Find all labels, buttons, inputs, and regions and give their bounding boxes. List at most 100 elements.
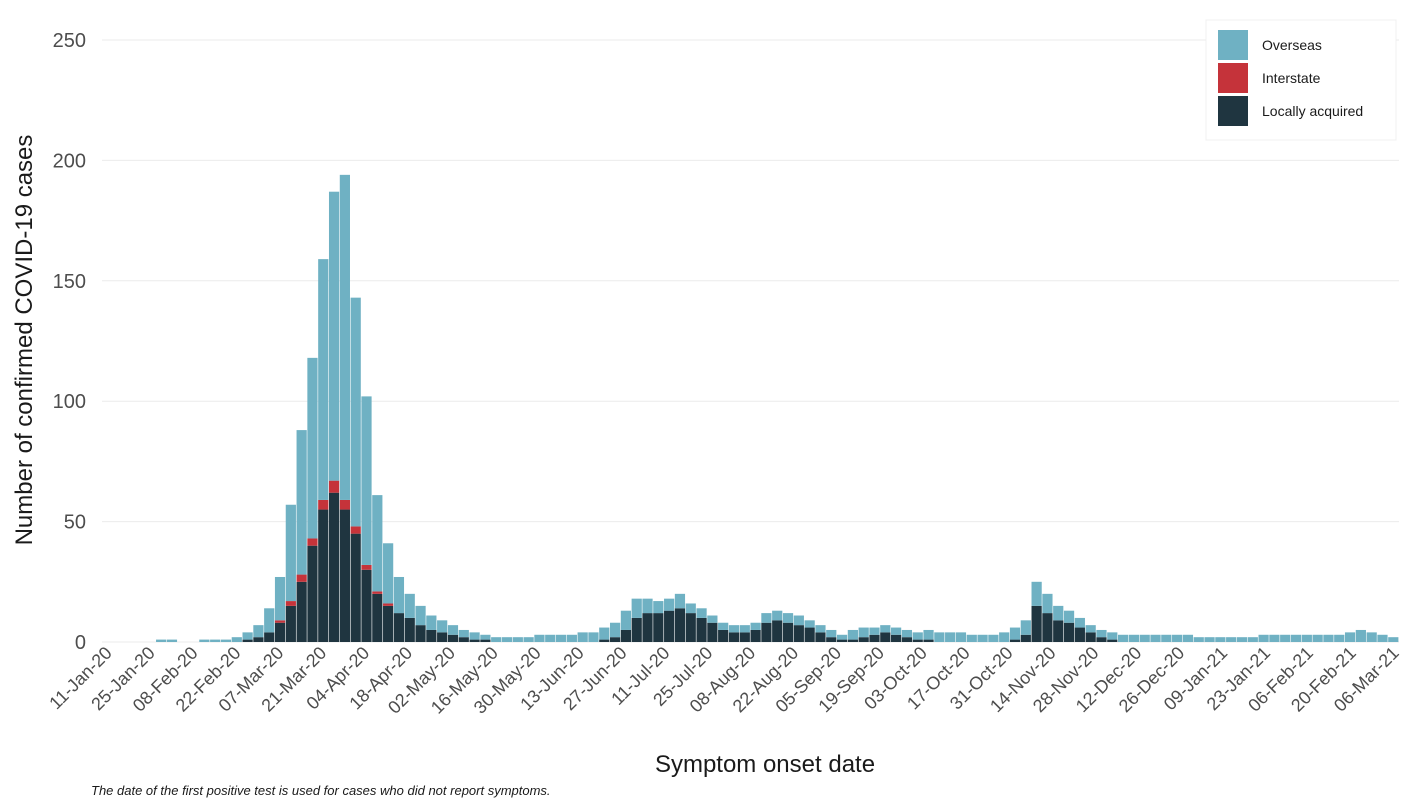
bar-overseas (415, 605, 426, 626)
bar-overseas (782, 613, 794, 623)
bar-overseas (296, 430, 307, 575)
bar-overseas (274, 576, 286, 621)
bar-overseas (1334, 634, 1345, 642)
bar-locally-acquired (339, 509, 350, 642)
bar-locally-acquired (609, 637, 621, 642)
bar-overseas (664, 598, 675, 611)
bar-overseas (447, 625, 459, 635)
bar-locally-acquired (1031, 605, 1042, 642)
bar-overseas (1344, 632, 1356, 642)
bar-interstate (328, 480, 340, 493)
bar-overseas (264, 608, 275, 633)
bar-locally-acquired (1053, 620, 1064, 642)
bar-overseas (501, 637, 513, 642)
bar-locally-acquired (437, 632, 448, 642)
bar-locally-acquired (415, 625, 426, 642)
bar-overseas (1323, 634, 1334, 642)
bar-overseas (685, 603, 696, 614)
bar-overseas (199, 639, 210, 642)
bar-overseas (1215, 637, 1226, 642)
bar-locally-acquired (361, 569, 372, 642)
bar-overseas (566, 634, 577, 642)
y-tick-label: 150 (53, 271, 86, 293)
bar-overseas (631, 598, 642, 618)
bar-locally-acquired (793, 625, 804, 642)
bar-locally-acquired (296, 581, 307, 642)
bar-locally-acquired (328, 492, 340, 642)
bar-overseas (383, 543, 394, 604)
bar-locally-acquired (923, 639, 934, 642)
bar-overseas (880, 625, 891, 633)
bar-interstate (318, 499, 329, 510)
bar-locally-acquired (1085, 632, 1096, 642)
bar-overseas (393, 576, 405, 614)
bar-locally-acquired (1074, 627, 1085, 642)
y-tick-label: 50 (64, 512, 86, 534)
bar-locally-acquired (1042, 613, 1053, 642)
bar-overseas (1269, 634, 1280, 642)
bar-overseas (934, 632, 945, 642)
bar-overseas (285, 504, 296, 602)
bar-overseas (404, 593, 415, 618)
bar-locally-acquired (891, 634, 902, 642)
bar-locally-acquired (718, 629, 729, 642)
bar-overseas (1312, 634, 1323, 642)
bar-overseas (836, 634, 848, 640)
bar-locally-acquired (1020, 634, 1031, 642)
footnote: The date of the first positive test is u… (91, 783, 551, 798)
bar-overseas (1290, 634, 1302, 642)
bar-overseas (437, 620, 448, 633)
bar-overseas (1247, 637, 1258, 642)
bar-interstate (296, 574, 307, 582)
bar-overseas (361, 396, 372, 565)
bar-overseas (739, 625, 750, 633)
bar-overseas (426, 615, 437, 630)
bar-locally-acquired (707, 622, 718, 642)
bar-locally-acquired (653, 613, 664, 642)
bar-locally-acquired (447, 634, 459, 642)
bar-overseas (858, 627, 869, 638)
bar-overseas (523, 637, 534, 642)
bar-overseas (318, 259, 329, 500)
bar-interstate (361, 564, 372, 570)
bar-overseas (869, 627, 880, 635)
bar-overseas (1128, 634, 1139, 642)
bar-locally-acquired (836, 639, 848, 642)
bar-overseas (220, 639, 232, 642)
bar-overseas (999, 632, 1010, 642)
bar-locally-acquired (393, 613, 405, 642)
bar-overseas (1139, 634, 1150, 642)
bar-locally-acquired (901, 637, 913, 642)
bar-overseas (901, 629, 913, 638)
bar-locally-acquired (426, 629, 437, 642)
bar-interstate (285, 601, 296, 606)
bar-overseas (350, 297, 361, 527)
bar-overseas (555, 634, 567, 642)
bar-locally-acquired (274, 622, 286, 642)
legend-label: Overseas (1262, 37, 1322, 53)
bar-overseas (912, 632, 923, 640)
bar-overseas (253, 625, 264, 638)
bar-overseas (674, 593, 686, 609)
bar-overseas (620, 610, 632, 630)
bar-overseas (1020, 620, 1031, 635)
bar-overseas (1193, 637, 1204, 642)
bar-overseas (815, 625, 826, 633)
legend-swatch (1218, 63, 1248, 93)
bar-overseas (534, 634, 545, 642)
bar-overseas (750, 622, 761, 630)
bar-overseas (1204, 637, 1215, 642)
bar-locally-acquired (285, 605, 296, 642)
bar-locally-acquired (858, 637, 869, 642)
bar-overseas (1280, 634, 1291, 642)
bar-interstate (307, 538, 318, 546)
bar-overseas (545, 634, 556, 642)
bar-overseas (793, 615, 804, 626)
bar-overseas (966, 634, 977, 642)
bar-overseas (955, 632, 967, 642)
y-axis-title: Number of confirmed COVID-19 cases (11, 135, 38, 546)
bar-locally-acquired (804, 627, 815, 642)
bar-locally-acquired (674, 608, 686, 642)
legend-swatch (1218, 96, 1248, 126)
bar-locally-acquired (739, 632, 750, 642)
